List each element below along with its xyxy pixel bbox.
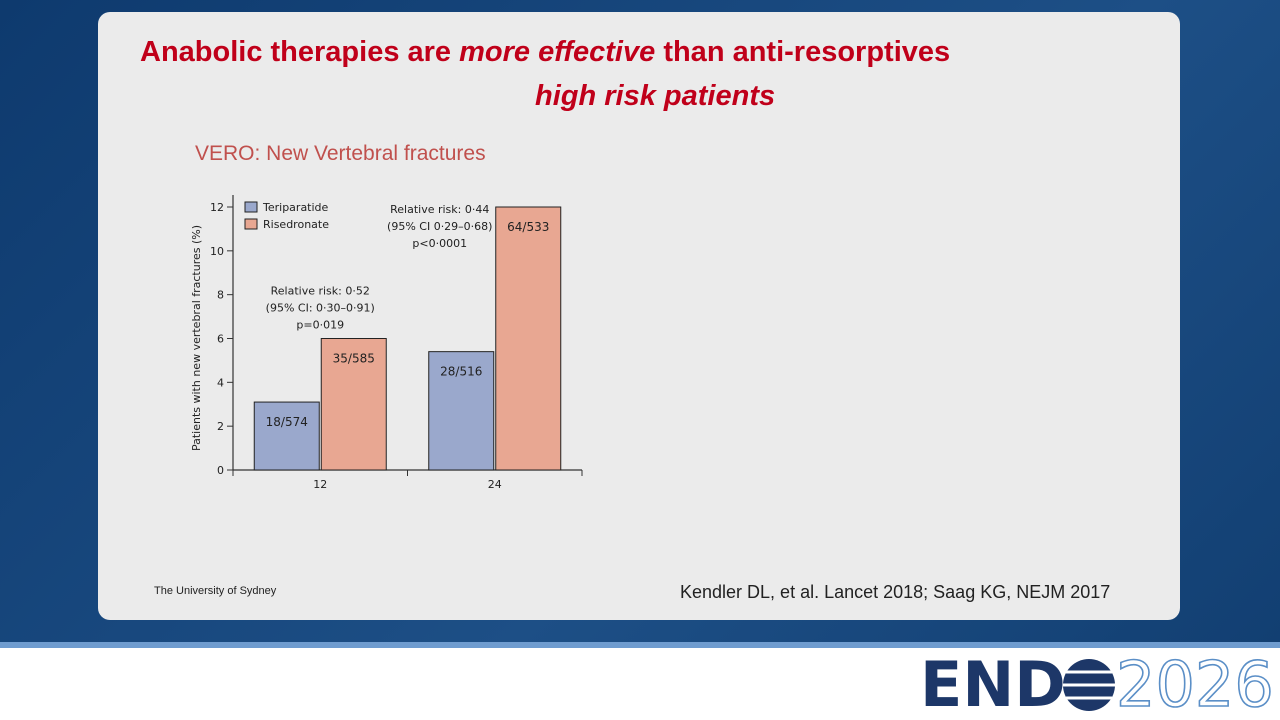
- chart-title: VERO: New Vertebral fractures: [195, 142, 486, 165]
- logo-text: END: [920, 648, 1066, 720]
- stripe: [0, 642, 1280, 648]
- slide-card: [98, 12, 1180, 620]
- slide-title: Anabolic therapies are more effective th…: [140, 36, 950, 69]
- value-label: 64/533: [507, 220, 549, 234]
- y-tick-label: 8: [217, 289, 224, 302]
- legend-swatch: [244, 218, 258, 230]
- y-tick-label: 0: [217, 464, 224, 477]
- annotation: (95% CI 0·29–0·68): [387, 220, 492, 233]
- annotation: (95% CI: 0·30–0·91): [266, 302, 375, 315]
- annotation: Relative risk: 0·52: [271, 285, 370, 298]
- annotation: p<0·0001: [412, 237, 467, 250]
- title-part: more effective: [459, 36, 656, 68]
- x-tick-label: 24: [488, 478, 502, 491]
- y-tick-label: 6: [217, 333, 224, 346]
- bar: [253, 401, 320, 471]
- y-tick-label: 4: [217, 376, 224, 389]
- slide-title-line2: high risk patients: [535, 80, 776, 112]
- value-label: 18/574: [266, 415, 308, 429]
- bar: [428, 351, 495, 471]
- footer: The University of Sydney: [154, 585, 277, 597]
- legend-swatch: [244, 201, 258, 213]
- legend-label: Teriparatide: [262, 201, 329, 214]
- y-tick-label: 10: [210, 245, 224, 258]
- annotation: Relative risk: 0·44: [390, 203, 489, 216]
- annotation: p=0·019: [296, 319, 344, 332]
- legend-label: Risedronate: [263, 218, 329, 231]
- bar: [495, 206, 562, 471]
- logo-year: 2026: [1116, 648, 1274, 720]
- y-axis-label: Patients with new vertebral fractures (%…: [190, 225, 203, 451]
- title-part: than anti-resorptives: [663, 36, 951, 68]
- y-tick-label: 2: [217, 420, 224, 433]
- logo-globe-lines: [1063, 670, 1115, 700]
- value-label: 35/585: [333, 352, 375, 366]
- value-label: 28/516: [440, 365, 482, 379]
- y-tick-label: 12: [210, 201, 224, 214]
- bar: [320, 338, 387, 471]
- title-part: Anabolic therapies are: [140, 36, 452, 68]
- citation: Kendler DL, et al. Lancet 2018; Saag KG,…: [680, 582, 1111, 602]
- x-tick-label: 12: [313, 478, 327, 491]
